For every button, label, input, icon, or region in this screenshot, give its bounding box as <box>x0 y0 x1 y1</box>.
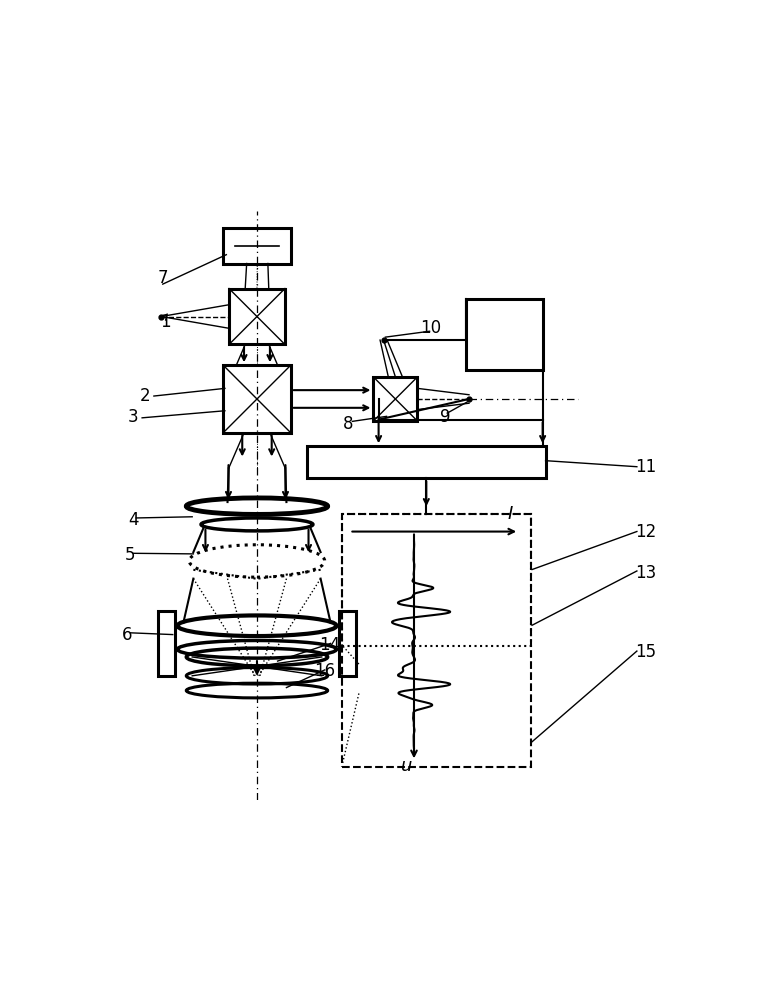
Text: 11: 11 <box>635 458 657 476</box>
Text: 9: 9 <box>440 408 451 426</box>
Text: 7: 7 <box>157 269 168 287</box>
Bar <box>342 514 530 767</box>
Text: 8: 8 <box>343 415 353 433</box>
Bar <box>466 299 543 370</box>
Text: I: I <box>508 505 513 523</box>
Text: 3: 3 <box>128 408 138 426</box>
Text: 13: 13 <box>635 564 657 582</box>
Text: 12: 12 <box>635 523 657 541</box>
Bar <box>342 514 530 646</box>
Text: 16: 16 <box>314 662 335 680</box>
Text: 10: 10 <box>420 319 442 337</box>
Text: 14: 14 <box>319 636 340 654</box>
Text: 2: 2 <box>140 387 150 405</box>
Bar <box>223 365 291 433</box>
Text: u: u <box>401 757 413 775</box>
Text: 6: 6 <box>122 626 133 644</box>
Text: 4: 4 <box>128 511 138 529</box>
Bar <box>223 228 291 264</box>
Bar <box>229 289 285 344</box>
Bar <box>158 611 175 676</box>
Text: 5: 5 <box>125 546 135 564</box>
Bar <box>340 611 356 676</box>
Bar <box>307 446 546 478</box>
Bar <box>373 377 417 421</box>
Text: 15: 15 <box>635 643 657 661</box>
Text: 1: 1 <box>160 313 171 331</box>
